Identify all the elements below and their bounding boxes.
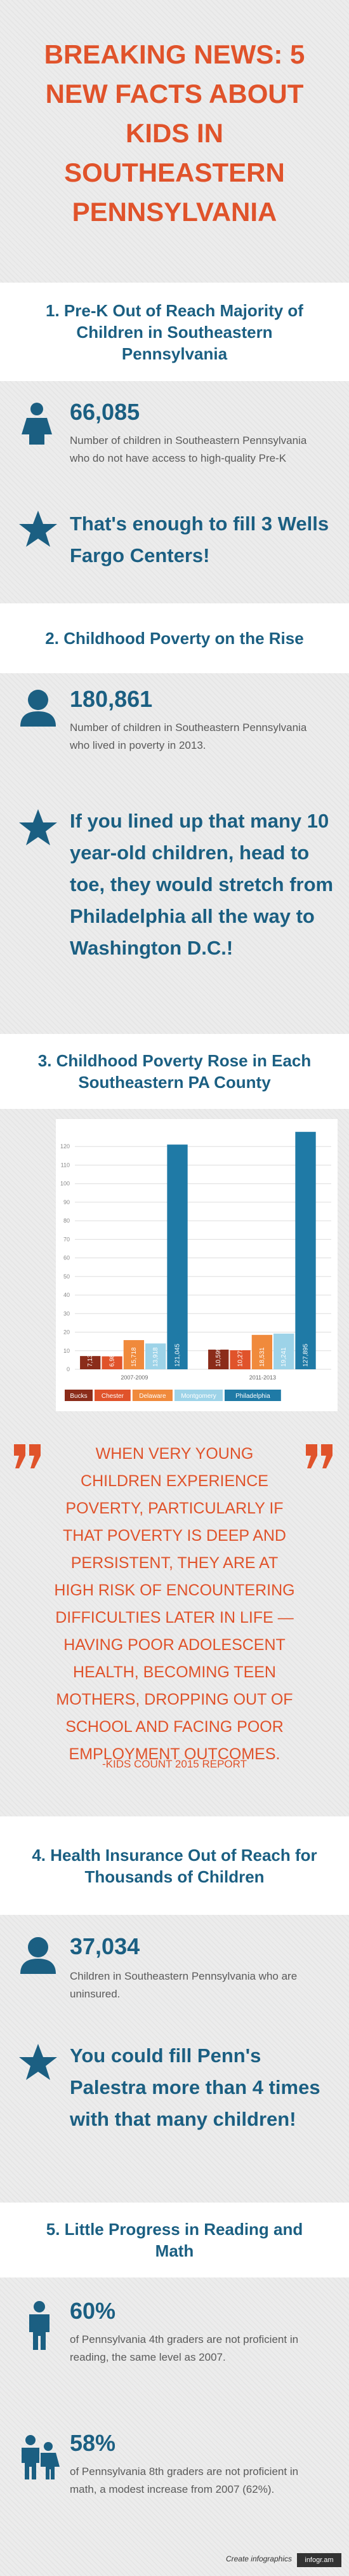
value-label: 121,045 xyxy=(174,1343,181,1367)
y-tick-label: 120 xyxy=(60,1143,70,1150)
bar xyxy=(208,1350,229,1369)
legend-label: Delaware xyxy=(139,1393,166,1400)
bar xyxy=(230,1350,251,1369)
footer-text: Create infographics xyxy=(225,2554,292,2563)
main-title: BREAKING NEWS: 5 NEW FACTS ABOUT KIDS IN… xyxy=(44,39,305,227)
y-tick-label: 30 xyxy=(63,1310,70,1317)
legend-swatch xyxy=(132,1390,173,1401)
star-icon xyxy=(19,511,57,547)
bar xyxy=(145,1343,166,1369)
legend-swatch xyxy=(95,1390,131,1401)
y-tick-label: 20 xyxy=(63,1329,70,1336)
x-tick-label: 2011-2013 xyxy=(249,1374,276,1381)
bar xyxy=(295,1132,316,1369)
highlight-text: If you lined up that many 10 year-old ch… xyxy=(70,810,334,959)
legend-swatch xyxy=(225,1390,281,1401)
section-heading: 4. Health Insurance Out of Reach for Tho… xyxy=(0,1816,349,1915)
bar xyxy=(80,1356,101,1369)
y-tick-label: 0 xyxy=(67,1366,70,1372)
quote-text: WHEN VERY YOUNG CHILDREN EXPERIENCE POVE… xyxy=(54,1445,295,1763)
y-tick-label: 90 xyxy=(63,1199,70,1205)
value-label: 6,981 xyxy=(109,1351,116,1367)
value-label: 10,272 xyxy=(237,1347,244,1367)
legend-label: Bucks xyxy=(70,1393,87,1400)
person-icon xyxy=(20,1937,56,1974)
stat-description: Number of children in Southeastern Penns… xyxy=(70,434,307,464)
legend-label: Chester xyxy=(102,1393,124,1400)
bar xyxy=(251,1334,273,1369)
bar xyxy=(123,1340,145,1369)
bar xyxy=(273,1333,294,1369)
bar-chart: 0 10 20 30 40 50 60 70 80 90 100 110 120 7,139 6,981 15… xyxy=(56,1119,338,1411)
bar xyxy=(102,1356,122,1369)
highlight-text: That's enough to fill 3 Wells Fargo Cent… xyxy=(70,513,329,567)
value-label: 18,531 xyxy=(259,1347,266,1367)
highlight-text: You could fill Penn's Palestra more than… xyxy=(70,2044,320,2130)
section-heading: 1. Pre-K Out of Reach Majority of Childr… xyxy=(0,283,349,381)
value-label: 127,895 xyxy=(303,1343,310,1367)
value-label: 15,718 xyxy=(131,1347,138,1367)
stat-description: Number of children in Southeastern Penns… xyxy=(70,721,307,751)
y-tick-label: 110 xyxy=(61,1162,70,1168)
child-icon xyxy=(22,403,52,445)
section-heading: 2. Childhood Poverty on the Rise xyxy=(0,603,349,673)
value-label: 19,241 xyxy=(280,1347,287,1367)
stat-number: 60% xyxy=(70,2298,116,2324)
bar xyxy=(167,1144,188,1369)
legend-swatch xyxy=(65,1390,93,1401)
y-tick-label: 50 xyxy=(63,1273,70,1280)
stat-description: of Pennsylvania 8th graders are not prof… xyxy=(70,2465,299,2495)
value-label: 10,599 xyxy=(215,1347,222,1367)
stat-description: of Pennsylvania 4th graders are not prof… xyxy=(70,2333,299,2363)
x-tick-label: 2007-2009 xyxy=(121,1374,148,1381)
quote-mark-open xyxy=(14,1444,41,1468)
student-icon xyxy=(29,2301,49,2350)
value-label: 7,139 xyxy=(87,1351,94,1367)
legend-swatch xyxy=(174,1390,223,1401)
star-icon xyxy=(19,2044,57,2080)
quote-mark-close xyxy=(306,1444,333,1468)
y-tick-label: 60 xyxy=(63,1255,70,1261)
y-tick-label: 70 xyxy=(63,1236,70,1242)
legend-label: Montgomery xyxy=(181,1393,216,1400)
value-label: 13,918 xyxy=(152,1347,159,1367)
stat-number: 37,034 xyxy=(70,1933,140,1959)
stat-description: Children in Southeastern Pennsylvania wh… xyxy=(70,1970,298,2000)
y-tick-label: 40 xyxy=(63,1292,70,1298)
section-heading: 3. Childhood Poverty Rose in Each Southe… xyxy=(0,1034,349,1109)
section-heading: 5. Little Progress in Reading and Math xyxy=(0,2203,349,2277)
y-tick-label: 100 xyxy=(60,1181,70,1187)
y-tick-label: 10 xyxy=(63,1348,70,1354)
star-icon xyxy=(19,809,57,845)
quote-source: -KIDS COUNT 2015 REPORT xyxy=(102,1758,247,1770)
stat-number: 58% xyxy=(70,2430,116,2456)
footer-brand[interactable]: infogr.am xyxy=(297,2553,341,2567)
y-tick-label: 80 xyxy=(63,1218,70,1224)
legend-label: Philadelphia xyxy=(235,1393,270,1400)
person-icon xyxy=(20,690,56,727)
stat-number: 66,085 xyxy=(70,399,140,425)
stat-number: 180,861 xyxy=(70,686,153,712)
kids-icon xyxy=(22,2435,60,2479)
